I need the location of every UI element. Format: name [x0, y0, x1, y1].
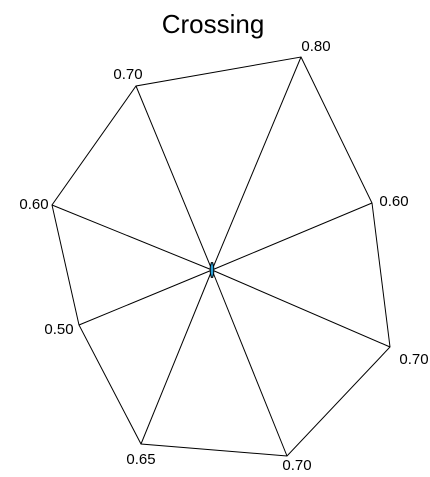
axis-label: 0.60 — [19, 196, 48, 213]
axis-spoke — [135, 85, 213, 271]
chart-frame — [51, 56, 391, 457]
axis-spoke — [211, 269, 391, 348]
axis-label: 0.70 — [399, 351, 428, 368]
axis-spoke — [51, 204, 213, 271]
axis-label: 0.60 — [379, 193, 408, 210]
outer-ring — [51, 56, 391, 457]
axis-labels: 0.80 0.60 0.70 0.70 0.65 0.50 0.60 0.70 — [19, 38, 428, 474]
series-area — [209, 262, 215, 278]
axis-spoke — [211, 269, 288, 457]
axis-label: 0.70 — [282, 457, 311, 474]
axis-label: 0.65 — [126, 451, 155, 468]
axis-label: 0.70 — [113, 66, 142, 83]
chart-title: Crossing — [162, 9, 265, 39]
chart-marks — [209, 262, 215, 278]
axis-label: 0.50 — [44, 321, 73, 338]
axis-spoke — [140, 269, 213, 445]
axis-label: 0.80 — [301, 38, 330, 55]
axis-spoke — [211, 202, 373, 271]
axis-spoke — [78, 269, 213, 326]
axis-spoke — [211, 56, 302, 271]
